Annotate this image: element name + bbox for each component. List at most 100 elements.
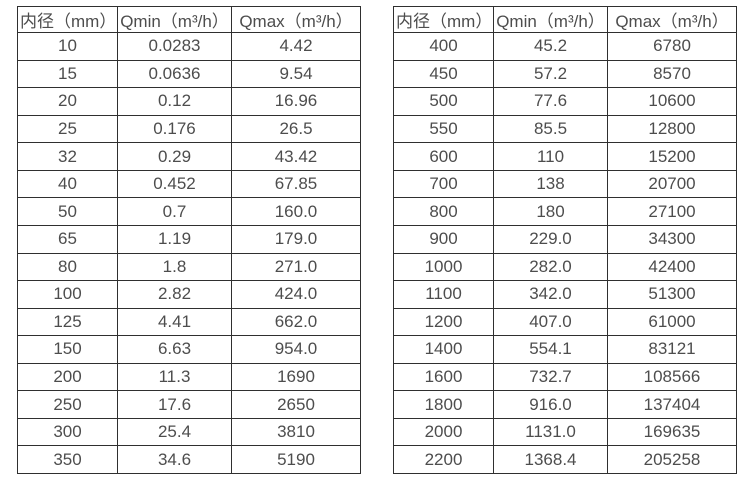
table-cell: 100 (17, 280, 118, 309)
table-row: 2000 1131.0 169635 (393, 417, 737, 447)
table-cell: 282.0 (493, 252, 608, 282)
table-cell: 27100 (607, 197, 737, 226)
table-cell: 800 (393, 197, 494, 226)
table-cell: 20700 (607, 169, 737, 199)
table-row: 1100 342.0 51300 (393, 280, 737, 309)
table-row: 20 0.12 16.96 (17, 87, 361, 116)
table-cell: 2200 (393, 445, 494, 474)
table-cell: 15200 (607, 142, 737, 171)
header-qmax: Qmax（m³/h） (231, 6, 361, 33)
table-row: 32 0.29 43.42 (17, 142, 361, 171)
table-cell: 1400 (393, 335, 494, 364)
table-cell: 20 (17, 87, 118, 116)
table-cell: 700 (393, 169, 494, 199)
table-cell: 108566 (607, 362, 737, 392)
table-cell: 1.8 (117, 252, 232, 282)
table-cell: 65 (17, 224, 118, 254)
header-qmin: Qmin（m³/h） (493, 6, 608, 33)
flow-table-large-diameters: 内径（mm） Qmin（m³/h） Qmax（m³/h） 400 45.2 6780… (393, 6, 737, 474)
table-row: 450 57.2 8570 (393, 59, 737, 89)
table-cell: 600 (393, 142, 494, 171)
table-cell: 6.63 (117, 335, 232, 364)
table-cell: 150 (17, 335, 118, 364)
table-cell: 15 (17, 59, 118, 89)
table-cell: 45.2 (493, 32, 608, 61)
table-cell: 80 (17, 252, 118, 282)
table-row: 1400 554.1 83121 (393, 335, 737, 364)
table-cell: 50 (17, 197, 118, 226)
table-cell: 2650 (231, 390, 361, 419)
table-cell: 77.6 (493, 87, 608, 116)
table-row: 400 45.2 6780 (393, 32, 737, 61)
table-cell: 12800 (607, 114, 737, 144)
table-cell: 554.1 (493, 335, 608, 364)
table-row: 125 4.41 662.0 (17, 307, 361, 337)
table-cell: 85.5 (493, 114, 608, 144)
table-cell: 662.0 (231, 307, 361, 337)
table-cell: 1690 (231, 362, 361, 392)
table-cell: 61000 (607, 307, 737, 337)
table-cell: 916.0 (493, 390, 608, 419)
table-cell: 51300 (607, 280, 737, 309)
table-cell: 40 (17, 169, 118, 199)
table-cell: 34300 (607, 224, 737, 254)
table-row: 1000 282.0 42400 (393, 252, 737, 282)
table-row: 65 1.19 179.0 (17, 224, 361, 254)
table-row: 150 6.63 954.0 (17, 335, 361, 364)
table-cell: 250 (17, 390, 118, 419)
table-cell: 732.7 (493, 362, 608, 392)
table-cell: 205258 (607, 445, 737, 474)
table-cell: 1800 (393, 390, 494, 419)
table-cell: 0.29 (117, 142, 232, 171)
table-cell: 179.0 (231, 224, 361, 254)
table-row: 900 229.0 34300 (393, 224, 737, 254)
table-cell: 4.41 (117, 307, 232, 337)
table-cell: 550 (393, 114, 494, 144)
table-cell: 8570 (607, 59, 737, 89)
table-row: 15 0.0636 9.54 (17, 59, 361, 89)
table-cell: 26.5 (231, 114, 361, 144)
header-qmin: Qmin（m³/h） (117, 6, 232, 33)
table-cell: 1.19 (117, 224, 232, 254)
table-cell: 16.96 (231, 87, 361, 116)
table-cell: 67.85 (231, 169, 361, 199)
table-cell: 1131.0 (493, 417, 608, 447)
table-cell: 180 (493, 197, 608, 226)
table-row: 1200 407.0 61000 (393, 307, 737, 337)
table-row: 100 2.82 424.0 (17, 280, 361, 309)
table-cell: 407.0 (493, 307, 608, 337)
table-cell: 0.12 (117, 87, 232, 116)
table-row: 2200 1368.4 205258 (393, 445, 737, 474)
table-row: 80 1.8 271.0 (17, 252, 361, 282)
table-cell: 25.4 (117, 417, 232, 447)
table-cell: 0.0283 (117, 32, 232, 61)
table-row: 200 11.3 1690 (17, 362, 361, 392)
header-inner-diameter: 内径（mm） (17, 6, 118, 33)
table-row: 250 17.6 2650 (17, 390, 361, 419)
table-row: 600 110 15200 (393, 142, 737, 171)
table-cell: 32 (17, 142, 118, 171)
table-cell: 25 (17, 114, 118, 144)
table-cell: 34.6 (117, 445, 232, 474)
table-cell: 57.2 (493, 59, 608, 89)
table-cell: 500 (393, 87, 494, 116)
table-row: 1800 916.0 137404 (393, 390, 737, 419)
table-cell: 424.0 (231, 280, 361, 309)
table-cell: 0.452 (117, 169, 232, 199)
table-cell: 229.0 (493, 224, 608, 254)
table-cell: 200 (17, 362, 118, 392)
table-cell: 160.0 (231, 197, 361, 226)
table-cell: 10 (17, 32, 118, 61)
table-cell: 42400 (607, 252, 737, 282)
table-row: 800 180 27100 (393, 197, 737, 226)
table-row: 1600 732.7 108566 (393, 362, 737, 392)
table-cell: 954.0 (231, 335, 361, 364)
table-cell: 350 (17, 445, 118, 474)
table-cell: 1200 (393, 307, 494, 337)
table-header-row: 内径（mm） Qmin（m³/h） Qmax（m³/h） (17, 6, 361, 33)
table-cell: 900 (393, 224, 494, 254)
table-cell: 400 (393, 32, 494, 61)
table-header-row: 内径（mm） Qmin（m³/h） Qmax（m³/h） (393, 6, 737, 33)
table-cell: 1000 (393, 252, 494, 282)
